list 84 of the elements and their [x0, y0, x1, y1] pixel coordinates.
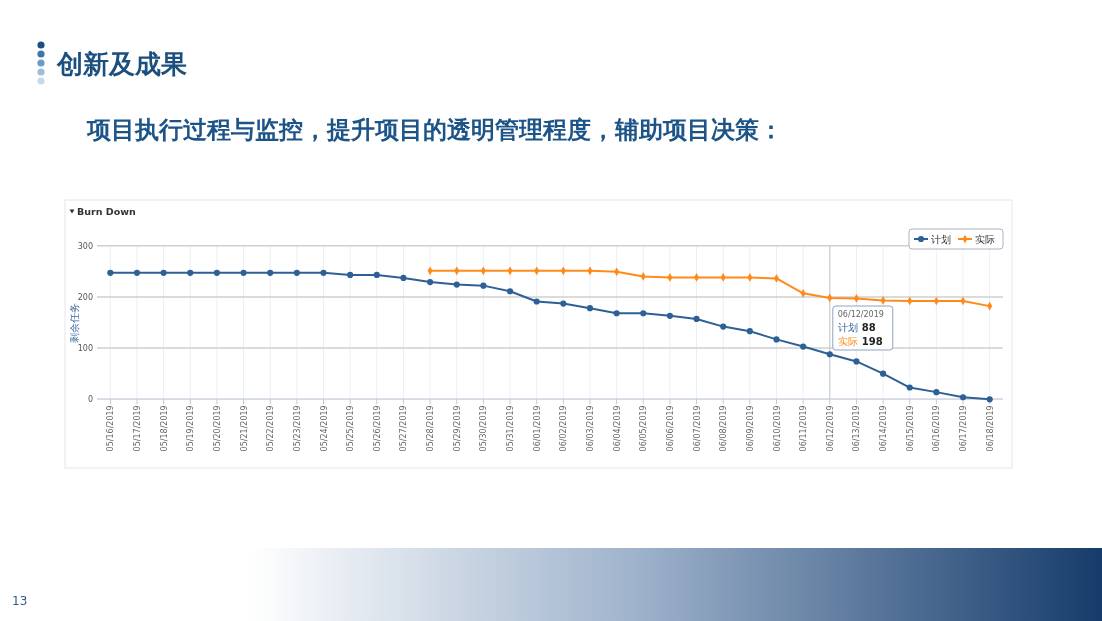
y-tick-label: 300	[77, 241, 93, 251]
point	[826, 351, 833, 358]
x-tick-label: 06/06/2019	[665, 405, 675, 452]
point	[453, 281, 460, 288]
point	[240, 269, 247, 276]
x-tick-label: 06/11/2019	[799, 405, 809, 452]
point	[720, 323, 727, 330]
y-tick-label: 100	[77, 344, 93, 354]
x-tick-label: 06/15/2019	[905, 405, 915, 452]
x-tick-label: 06/18/2019	[985, 405, 995, 452]
x-tick-label: 05/30/2019	[479, 405, 489, 452]
point	[773, 274, 780, 283]
x-tick-label: 06/07/2019	[692, 405, 702, 452]
x-tick-label: 05/26/2019	[372, 405, 382, 452]
point	[666, 312, 673, 319]
point	[320, 269, 327, 276]
point	[107, 269, 114, 276]
point	[160, 269, 167, 276]
point	[373, 271, 380, 278]
x-tick-label: 06/09/2019	[745, 405, 755, 452]
point	[959, 394, 967, 401]
x-tick-label: 06/17/2019	[959, 405, 969, 452]
point	[560, 300, 567, 307]
y-tick-label: 200	[77, 292, 93, 302]
x-tick-label: 06/14/2019	[879, 405, 889, 452]
x-tick-label: 05/22/2019	[266, 405, 276, 452]
x-tick-label: 05/19/2019	[186, 405, 196, 452]
point	[906, 384, 913, 391]
x-tick-label: 06/12/2019	[825, 405, 835, 452]
point	[133, 269, 141, 276]
x-tick-label: 05/18/2019	[159, 405, 169, 452]
text: 06/12/2019	[837, 310, 884, 319]
annotation: 88	[861, 322, 876, 333]
point	[800, 343, 807, 350]
x-tick-label: 05/16/2019	[106, 405, 116, 452]
text: 实际	[837, 336, 858, 347]
text: 计划	[837, 322, 858, 333]
x-tick-label: 05/17/2019	[132, 405, 142, 452]
x-tick-label: 05/27/2019	[399, 405, 409, 452]
x-tick-label: 05/31/2019	[506, 405, 516, 452]
text: 13	[12, 594, 28, 608]
x-tick-label: 06/13/2019	[852, 405, 862, 452]
point	[213, 269, 220, 276]
y-axis-title: 剩余任务	[69, 302, 80, 343]
x-tick-label: 05/28/2019	[426, 405, 436, 452]
legend-label: 计划	[931, 233, 951, 245]
x-tick-label: 05/20/2019	[212, 405, 222, 452]
point	[880, 370, 887, 377]
text: 创新及成果	[56, 49, 187, 79]
point	[773, 336, 780, 343]
point	[533, 298, 540, 305]
point	[933, 389, 940, 396]
y-tick-label: 0	[87, 395, 93, 405]
point	[640, 310, 647, 317]
x-tick-label: 06/05/2019	[639, 405, 649, 452]
x-tick-label: 05/25/2019	[346, 405, 356, 452]
legend-label: 实际	[975, 233, 995, 245]
point	[347, 271, 354, 278]
x-tick-label: 05/23/2019	[292, 405, 302, 452]
point	[853, 358, 860, 365]
x-tick-label: 06/04/2019	[612, 405, 622, 452]
point	[400, 274, 407, 282]
x-tick-label: 06/08/2019	[719, 405, 729, 452]
x-tick-label: 05/21/2019	[239, 405, 249, 452]
point	[480, 282, 487, 289]
point	[267, 269, 274, 276]
x-tick-label: 05/24/2019	[319, 405, 329, 452]
point	[613, 310, 620, 317]
point	[293, 269, 300, 276]
x-tick-label: 06/10/2019	[772, 405, 782, 452]
x-tick-label: 06/02/2019	[559, 405, 569, 452]
chart-title: Burn Down	[77, 206, 136, 217]
point	[427, 278, 434, 286]
point	[506, 288, 514, 295]
text: 项目执行过程与监控，提升项目的透明管理程度，辅助项目决策：	[86, 116, 783, 144]
x-tick-label: 06/16/2019	[932, 405, 942, 452]
point	[187, 269, 194, 276]
point	[693, 315, 700, 322]
point	[746, 328, 753, 335]
x-tick-label: 06/01/2019	[532, 405, 542, 452]
annotation: 198	[861, 336, 883, 347]
x-tick-label: 06/03/2019	[585, 405, 595, 452]
point	[586, 305, 594, 312]
x-tick-label: 05/29/2019	[452, 405, 462, 452]
